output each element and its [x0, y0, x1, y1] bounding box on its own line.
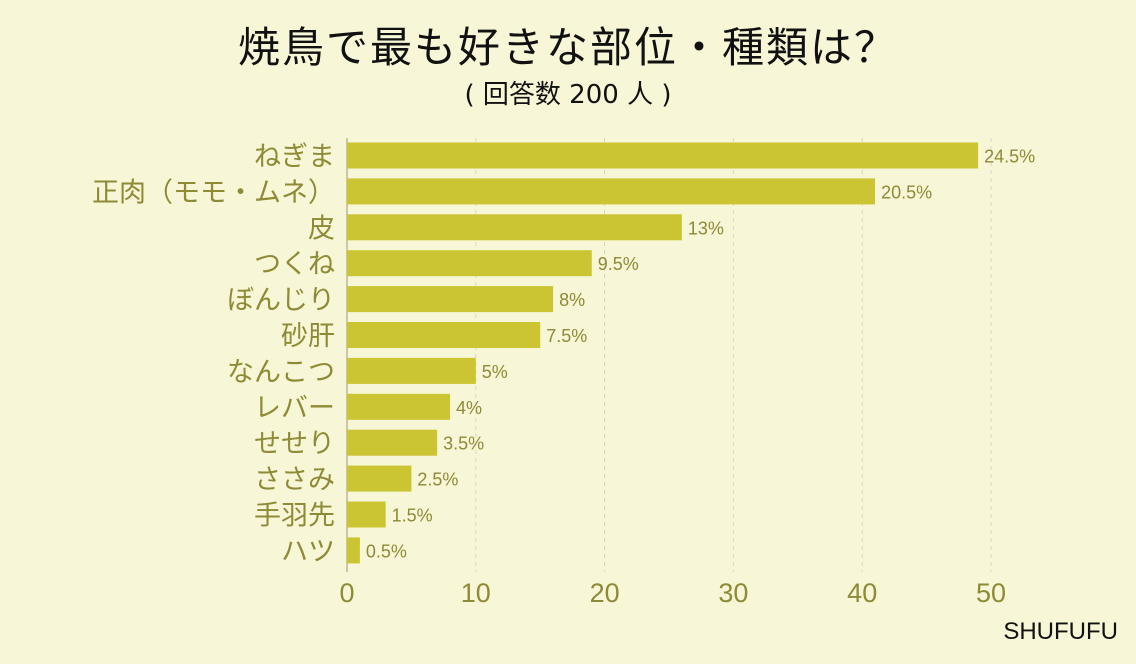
bar [347, 429, 438, 456]
x-axis-ticks: 0 10 20 30 40 50 [339, 578, 1006, 608]
bar [347, 286, 554, 313]
value-label: 1.5% [392, 506, 433, 526]
bar [347, 465, 412, 492]
category-label: ハツ [281, 536, 335, 567]
value-label: 7.5% [546, 326, 587, 346]
category-label: 正肉（モモ・ムネ） [92, 177, 335, 208]
value-label: 9.5% [598, 254, 639, 274]
category-label: レバー [254, 393, 335, 424]
value-label: 8% [559, 290, 585, 310]
brand-logo-text: SHUFUFU [1003, 618, 1118, 645]
category-label: 手羽先 [254, 501, 335, 532]
category-label: ぼんじり [227, 285, 335, 316]
category-label: せせり [254, 429, 335, 460]
value-label: 13% [688, 218, 724, 238]
category-label: 皮 [308, 213, 335, 244]
value-label: 24.5% [984, 147, 1035, 167]
bar [347, 178, 876, 205]
value-label: 3.5% [443, 434, 484, 454]
x-tick-label: 20 [590, 578, 620, 608]
bar [347, 214, 682, 241]
value-label: 2.5% [417, 470, 458, 490]
bar [347, 357, 476, 384]
value-label: 0.5% [366, 541, 407, 561]
bar [347, 537, 360, 564]
bar [347, 250, 592, 277]
x-tick-label: 30 [718, 578, 748, 608]
value-label: 20.5% [881, 182, 932, 202]
x-tick-label: 0 [339, 578, 354, 608]
x-tick-label: 40 [847, 578, 877, 608]
value-labels: 24.5% 20.5% 13% 9.5% 8% 7.5% 5%4% 3.5% 2.5% 1.5% 0… [366, 147, 1035, 562]
bar [347, 142, 979, 169]
x-tick-label: 50 [976, 578, 1006, 608]
value-label: 4% [456, 398, 482, 418]
bar [347, 393, 451, 420]
bar [347, 501, 386, 528]
chart-subtitle: ( 回答数 200 人 ) [464, 80, 672, 110]
category-label: つくね [254, 249, 335, 280]
value-label: 5% [482, 362, 508, 382]
category-label: ねぎま [254, 142, 335, 173]
gridlines [346, 138, 992, 572]
category-label: ささみ [254, 465, 335, 496]
bars [347, 142, 979, 564]
category-label: なんこつ [227, 357, 335, 388]
chart-title: 焼鳥で最も好きな部位・種類は？ [237, 23, 898, 72]
bar [347, 322, 541, 348]
category-label: 砂肝 [281, 321, 335, 352]
x-tick-label: 10 [461, 578, 491, 608]
